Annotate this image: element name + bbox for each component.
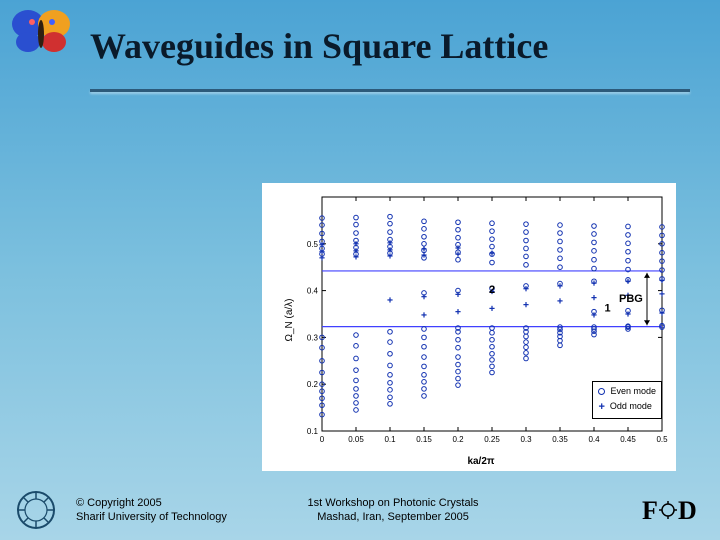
legend-odd: + Odd mode <box>598 399 656 416</box>
svg-text:0.4: 0.4 <box>307 287 319 296</box>
svg-text:0.1: 0.1 <box>307 427 319 436</box>
copyright-block: © Copyright 2005 Sharif University of Te… <box>76 496 227 525</box>
svg-text:0.4: 0.4 <box>588 435 600 444</box>
svg-text:0.3: 0.3 <box>520 435 532 444</box>
slide-title: Waveguides in Square Lattice <box>90 25 548 67</box>
fd-logo: F D <box>640 495 696 525</box>
svg-text:F: F <box>642 496 658 525</box>
svg-text:2: 2 <box>489 284 495 296</box>
svg-text:0.5: 0.5 <box>656 435 668 444</box>
svg-text:0.3: 0.3 <box>307 333 319 342</box>
y-axis-label: Ω_N (a/λ) <box>284 298 295 341</box>
svg-text:0.1: 0.1 <box>384 435 396 444</box>
sharif-logo <box>16 490 56 530</box>
svg-text:D: D <box>678 496 696 525</box>
cross-icon: + <box>598 399 604 416</box>
workshop-block: 1st Workshop on Photonic Crystals Mashad… <box>308 496 479 525</box>
svg-text:0.35: 0.35 <box>552 435 568 444</box>
slide-header: Waveguides in Square Lattice <box>0 0 720 92</box>
workshop-line-2: Mashad, Iran, September 2005 <box>308 510 479 524</box>
svg-text:0.15: 0.15 <box>416 435 432 444</box>
svg-text:0.2: 0.2 <box>452 435 464 444</box>
band-structure-chart: 0 0.05 0.1 0.15 0.2 0.25 0.3 0.35 0.4 0.45 0.5 0.1 0… <box>262 183 676 471</box>
copyright-line-2: Sharif University of Technology <box>76 510 227 524</box>
svg-text:0.45: 0.45 <box>620 435 636 444</box>
svg-text:0.25: 0.25 <box>484 435 500 444</box>
svg-text:PBG: PBG <box>619 293 643 305</box>
svg-text:0: 0 <box>320 435 325 444</box>
slide-footer: © Copyright 2005 Sharif University of Te… <box>0 490 720 530</box>
svg-text:0.5: 0.5 <box>307 240 319 249</box>
copyright-line-1: © Copyright 2005 <box>76 496 227 510</box>
workshop-line-1: 1st Workshop on Photonic Crystals <box>308 496 479 510</box>
x-axis-label: ka/2π <box>467 456 494 467</box>
svg-text:0.2: 0.2 <box>307 380 319 389</box>
svg-text:0.05: 0.05 <box>348 435 364 444</box>
legend-even-label: Even mode <box>610 385 656 399</box>
svg-text:1: 1 <box>605 303 611 315</box>
legend-odd-label: Odd mode <box>610 400 652 414</box>
chart-legend: Even mode + Odd mode <box>592 381 662 419</box>
legend-even: Even mode <box>598 385 656 399</box>
open-circle-icon <box>598 388 605 395</box>
